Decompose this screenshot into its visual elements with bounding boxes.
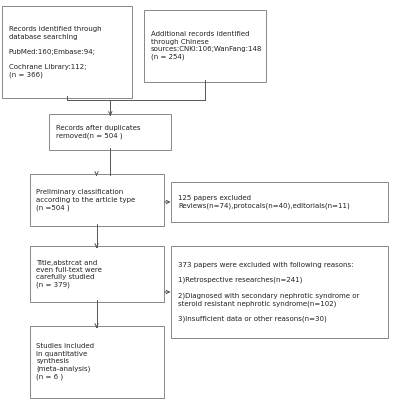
FancyBboxPatch shape [144, 10, 266, 82]
Text: Records after duplicates
removed(n = 504 ): Records after duplicates removed(n = 504… [56, 125, 140, 139]
FancyBboxPatch shape [30, 326, 164, 398]
Text: 373 papers were excluded with following reasons:

1)Retrospective researches(n=2: 373 papers were excluded with following … [178, 262, 359, 322]
FancyBboxPatch shape [2, 6, 132, 98]
Text: Records identified through
database searching

PubMed:160;Embase:94;

Cochrane L: Records identified through database sear… [9, 26, 101, 78]
FancyBboxPatch shape [171, 246, 388, 338]
Text: Title,abstrcat and
even full-text were
carefully studied
(n = 379): Title,abstrcat and even full-text were c… [36, 260, 102, 288]
Text: 125 papers excluded
Reviews(n=74),protocals(n=40),editorials(n=11): 125 papers excluded Reviews(n=74),protoc… [178, 195, 350, 209]
FancyBboxPatch shape [30, 174, 164, 226]
FancyBboxPatch shape [30, 246, 164, 302]
Text: Preliminary classification
according to the article type
(n =504 ): Preliminary classification according to … [36, 189, 136, 211]
Text: Additional records identified
through Chinese
sources:CNKI:106;WanFang:148
(n = : Additional records identified through Ch… [151, 32, 262, 60]
FancyBboxPatch shape [171, 182, 388, 222]
FancyBboxPatch shape [49, 114, 171, 150]
Text: Studies included
in quantitative
synthesis
(meta-analysis)
(n = 6 ): Studies included in quantitative synthes… [36, 344, 94, 380]
